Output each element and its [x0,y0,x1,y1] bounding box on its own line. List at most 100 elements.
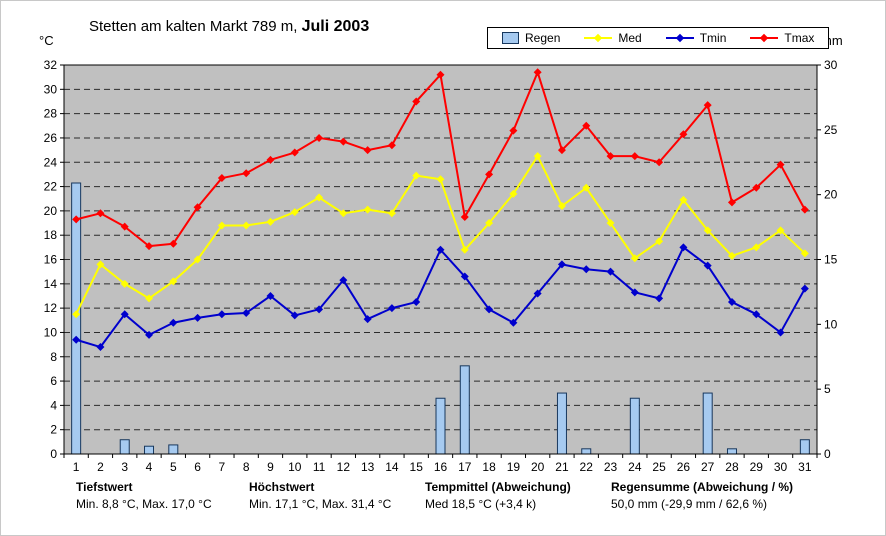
tmax-marker [679,130,688,139]
left-axis-tick-label: 20 [44,204,58,218]
med-swatch-icon [584,33,613,43]
tmax-marker [96,209,105,218]
x-axis-day-label: 21 [555,460,569,474]
tmin-marker [339,276,348,285]
x-axis-day-label: 12 [337,460,351,474]
tmin-marker [363,315,372,324]
legend-label-med: Med [618,31,642,45]
tmin-marker [800,284,809,293]
x-axis-day-label: 29 [750,460,764,474]
tmax-marker [752,183,761,192]
legend-label-regen: Regen [525,31,561,45]
x-axis-day-label: 19 [507,460,521,474]
x-axis-day-label: 15 [410,460,424,474]
med-marker [557,202,566,211]
tmax-marker [655,158,664,167]
footer-tempmittel-detail: Med 18,5 °C (+3,4 k) [425,497,537,511]
med-marker [412,171,421,180]
tmax-marker [145,242,154,251]
x-axis-day-label: 30 [774,460,788,474]
tmax-marker [242,169,251,178]
left-axis-tick-label: 4 [50,398,57,412]
tmax-marker [339,137,348,146]
med-marker [96,260,105,269]
tmax-marker [703,101,712,110]
right-axis-tick-label: 0 [824,447,831,461]
x-axis-day-label: 5 [170,460,177,474]
tmax-marker [630,152,639,161]
left-axis-tick-label: 14 [44,277,58,291]
med-marker [776,226,785,235]
rain-bar [71,182,82,455]
med-marker [266,217,275,226]
tmin-marker [509,318,518,327]
tmax-marker [533,68,542,77]
med-marker [582,183,591,192]
footer-hoechstwert-detail: Min. 17,1 °C, Max. 31,4 °C [249,497,392,511]
left-axis-tick-label: 0 [50,447,57,461]
rain-bar [556,392,567,455]
footer-tiefstwert-detail: Min. 8,8 °C, Max. 17,0 °C [76,497,212,511]
tmax-marker [266,155,275,164]
legend-label-tmax: Tmax [784,31,815,45]
tmin-marker [679,243,688,252]
left-axis-tick-label: 32 [44,58,58,72]
tmin-marker [460,272,469,281]
x-axis-day-label: 20 [531,460,545,474]
tmin-marker [485,305,494,314]
left-axis-tick-label: 18 [44,228,58,242]
left-axis-tick-label: 24 [44,155,58,169]
tmin-marker [290,311,299,320]
tmin-marker [72,335,81,344]
x-axis-day-label: 2 [97,460,104,474]
x-axis-day-label: 9 [267,460,274,474]
x-axis-day-label: 28 [725,460,739,474]
tmax-marker [169,239,178,248]
left-axis-tick-label: 16 [44,253,58,267]
med-marker [120,279,129,288]
tmin-marker [145,330,154,339]
tmin-marker [193,313,202,322]
med-marker [387,209,396,218]
med-marker [169,277,178,286]
x-axis-day-label: 3 [121,460,128,474]
tmin-marker [120,310,129,319]
tmax-marker [485,170,494,179]
rain-bar [144,445,155,455]
right-axis-tick-label: 15 [824,253,838,267]
med-marker [290,208,299,217]
right-axis-tick-label: 20 [824,188,838,202]
x-axis-day-label: 31 [798,460,812,474]
med-marker [363,205,372,214]
left-axis-tick-label: 6 [50,374,57,388]
right-axis-tick-label: 30 [824,58,838,72]
left-axis-tick-label: 26 [44,131,58,145]
rain-bar [799,439,810,455]
tmax-marker [606,152,615,161]
rain-bar [459,365,470,455]
tmin-marker [436,245,445,254]
x-axis-day-label: 27 [701,460,715,474]
x-axis-day-label: 24 [628,460,642,474]
med-marker [460,245,469,254]
med-marker [800,249,809,258]
med-marker [436,175,445,184]
x-axis-day-label: 25 [652,460,666,474]
footer-tiefstwert: Tiefstwert Min. 8,8 °C, Max. 17,0 °C [76,480,212,511]
footer-regensumme-heading: Regensumme (Abweichung / %) [611,480,794,494]
tmax-marker [412,97,421,106]
right-axis-tick-label: 5 [824,382,831,396]
regen-swatch-icon [502,32,519,44]
left-axis-unit: °C [39,33,54,48]
footer-regensumme-detail: 50,0 mm (-29,9 mm / 62,6 %) [611,497,768,511]
med-marker [655,237,664,246]
med-marker [533,152,542,161]
med-marker [679,195,688,204]
left-axis-tick-label: 28 [44,107,58,121]
tmin-marker [776,328,785,337]
tmax-marker [582,121,591,130]
x-axis-day-label: 6 [194,460,201,474]
tmax-marker [387,141,396,150]
med-marker [485,219,494,228]
